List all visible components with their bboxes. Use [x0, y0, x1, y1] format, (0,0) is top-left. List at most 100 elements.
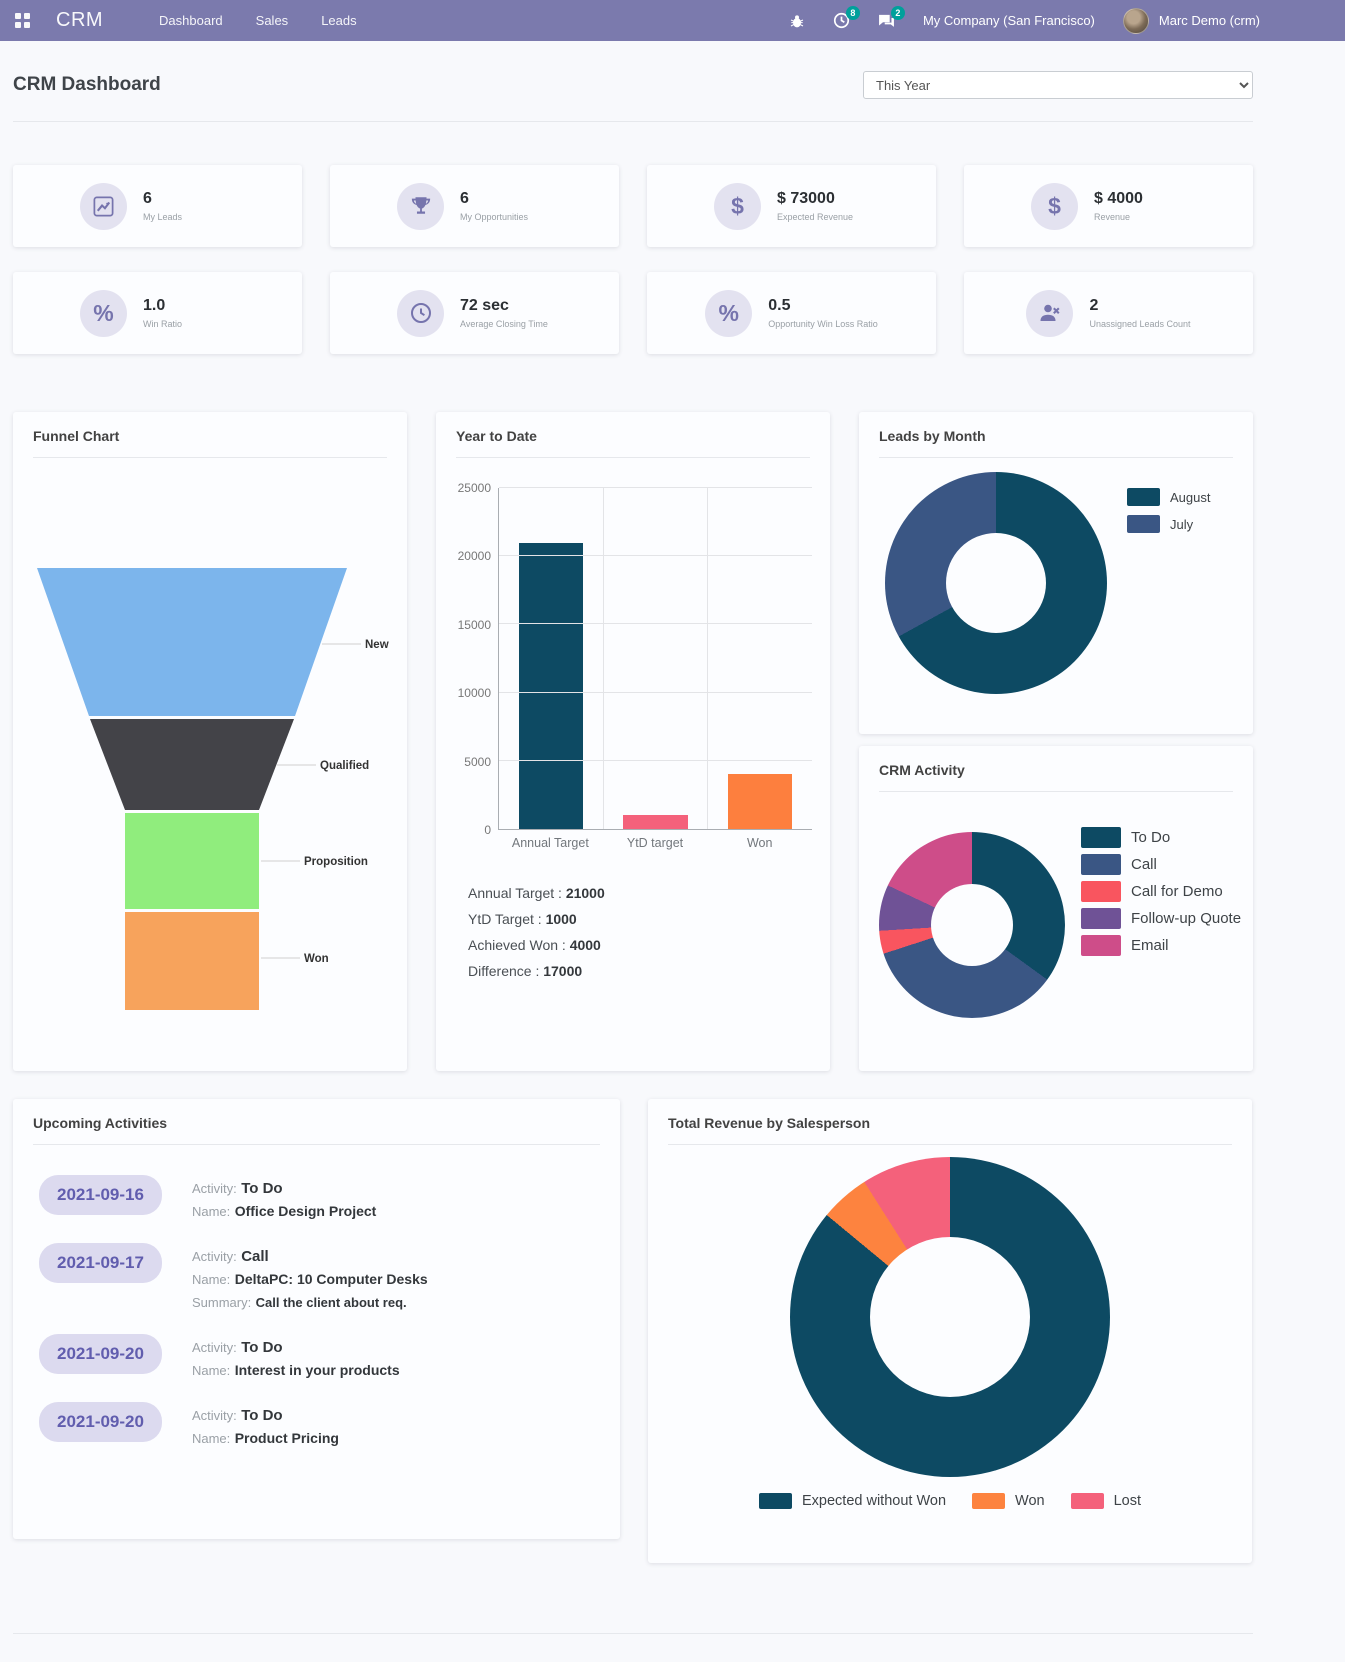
- activity-name: Office Design Project: [234, 1203, 377, 1219]
- kpi-label: Revenue: [1094, 212, 1131, 222]
- name-key: Name:: [191, 1272, 231, 1287]
- leads-by-month-donut[interactable]: [885, 472, 1107, 694]
- kpi-card-win-ratio[interactable]: % 1.0 Win Ratio: [13, 272, 302, 354]
- nav-menu-dashboard[interactable]: Dashboard: [159, 13, 223, 28]
- kpi-card-my-opportunities[interactable]: 6 My Opportunities: [330, 165, 619, 247]
- funnel-segment-won[interactable]: [125, 912, 259, 1010]
- kpi-value: 1.0: [143, 297, 166, 314]
- y-tick-label: 25000: [457, 481, 491, 495]
- page-title: CRM Dashboard: [13, 74, 161, 95]
- summary-value: 4000: [569, 937, 601, 953]
- activity-row[interactable]: 2021-09-16 Activity: To Do Name: Office …: [39, 1175, 596, 1223]
- revenue-donut[interactable]: [790, 1157, 1110, 1477]
- bar-ytd-target[interactable]: [623, 815, 688, 829]
- top-navbar: CRM Dashboard Sales Leads 8 2 My Company (…: [0, 0, 1345, 41]
- messages-icon[interactable]: 2: [878, 6, 905, 29]
- summary-label: Difference :: [468, 963, 540, 979]
- legend-item-august[interactable]: August: [1127, 488, 1210, 506]
- nav-menu-sales[interactable]: Sales: [255, 13, 289, 28]
- activity-row[interactable]: 2021-09-17 Activity: Call Name: DeltaPC:…: [39, 1243, 596, 1314]
- legend-item-email[interactable]: Email: [1081, 935, 1241, 956]
- user-menu[interactable]: Marc Demo (crm): [1158, 13, 1260, 28]
- app-brand[interactable]: CRM: [56, 9, 104, 31]
- legend-swatch: [972, 1493, 1006, 1509]
- kpi-card-unassigned-leads-count[interactable]: 2 Unassigned Leads Count: [964, 272, 1253, 354]
- funnel-segment-new[interactable]: [37, 568, 347, 716]
- activity-type: Call: [241, 1248, 269, 1265]
- funnel-label-won: Won: [304, 953, 329, 965]
- funnel-segment-qualified[interactable]: [90, 719, 294, 810]
- ytd-summary-line: Achieved Won : 4000: [468, 932, 830, 958]
- kpi-card-expected-revenue[interactable]: $ $ 73000 Expected Revenue: [647, 165, 936, 247]
- clock-icon: [397, 289, 444, 337]
- kpi-value: 6: [460, 190, 469, 207]
- x-axis-label: Won: [746, 836, 773, 850]
- card-divider: [33, 457, 387, 458]
- activity-key: Activity:: [191, 1181, 237, 1196]
- activity-row[interactable]: 2021-09-20 Activity: To Do Name: Product…: [39, 1402, 596, 1450]
- legend-item-won[interactable]: Won: [972, 1493, 1045, 1509]
- legend-item-to-do[interactable]: To Do: [1081, 827, 1241, 848]
- user-avatar[interactable]: [1122, 7, 1149, 34]
- activities-clock-icon[interactable]: 8: [833, 6, 860, 29]
- x-axis: Annual Target YtD target Won: [498, 836, 812, 850]
- legend-label: Call for Demo: [1131, 883, 1223, 900]
- summary-key: Summary:: [191, 1295, 252, 1310]
- y-tick-label: 10000: [457, 686, 491, 701]
- kpi-card-revenue[interactable]: $ $ 4000 Revenue: [964, 165, 1253, 247]
- activities-list: 2021-09-16 Activity: To Do Name: Office …: [13, 1145, 620, 1450]
- activity-key: Activity:: [191, 1408, 237, 1423]
- activity-date-badge: 2021-09-16: [39, 1175, 162, 1215]
- nav-menu-leads[interactable]: Leads: [321, 13, 357, 28]
- legend-item-call-for-demo[interactable]: Call for Demo: [1081, 881, 1241, 902]
- activity-summary: Call the client about req.: [255, 1295, 407, 1310]
- kpi-label: Win Ratio: [143, 319, 183, 329]
- y-tick-label: 5000: [464, 754, 491, 769]
- kpi-label: My Opportunities: [460, 212, 529, 222]
- kpi-label: My Leads: [143, 212, 183, 222]
- funnel-chart[interactable]: New Qualified Proposition Won: [25, 500, 395, 1020]
- legend-item-call[interactable]: Call: [1081, 854, 1241, 875]
- card-divider: [879, 791, 1233, 792]
- kpi-card-my-leads[interactable]: 6 My Leads: [13, 165, 302, 247]
- summary-value: 1000: [545, 911, 577, 927]
- legend-item-expected-without-won[interactable]: Expected without Won: [759, 1493, 946, 1509]
- y-gridline: [499, 623, 812, 625]
- kpi-label: Unassigned Leads Count: [1089, 319, 1191, 329]
- crm-activity-donut[interactable]: [879, 832, 1065, 1018]
- kpi-value: 2: [1089, 297, 1099, 314]
- line-chart-icon: [80, 182, 127, 230]
- upcoming-title: Upcoming Activities: [33, 1115, 168, 1131]
- activity-name: Product Pricing: [234, 1430, 339, 1446]
- legend-swatch: [1081, 935, 1121, 956]
- percent-icon: %: [705, 289, 753, 337]
- activity-name: Interest in your products: [234, 1362, 400, 1378]
- donut-hole: [870, 1237, 1030, 1397]
- debug-bug-icon[interactable]: [789, 13, 805, 29]
- legend-item-lost[interactable]: Lost: [1070, 1493, 1141, 1509]
- legend-label: Follow-up Quote: [1131, 910, 1242, 927]
- summary-value: 21000: [565, 885, 605, 901]
- company-switcher[interactable]: My Company (San Francisco): [922, 13, 1095, 28]
- y-tick-label: 20000: [457, 549, 491, 564]
- legend-swatch: [1127, 515, 1160, 533]
- upcoming-activities-card: Upcoming Activities 2021-09-16 Activity:…: [13, 1099, 620, 1539]
- bar-won[interactable]: [728, 774, 793, 829]
- kpi-card-opportunity-win-loss-ratio[interactable]: % 0.5 Opportunity Win Loss Ratio: [647, 272, 936, 354]
- messages-count-badge: 2: [890, 6, 905, 20]
- apps-menu-icon[interactable]: [15, 13, 30, 28]
- name-key: Name:: [191, 1204, 231, 1219]
- funnel-segment-proposition[interactable]: [125, 813, 259, 909]
- activity-row[interactable]: 2021-09-20 Activity: To Do Name: Interes…: [39, 1334, 596, 1382]
- activity-chart-title: CRM Activity: [879, 762, 965, 778]
- legend-swatch: [1081, 827, 1121, 848]
- activity-name: DeltaPC: 10 Computer Desks: [234, 1271, 428, 1287]
- bar-annual-target[interactable]: [518, 542, 583, 829]
- activity-type: To Do: [241, 1339, 283, 1356]
- period-filter-select[interactable]: This Year: [863, 71, 1253, 99]
- legend-item-follow-up-quote[interactable]: Follow-up Quote: [1081, 908, 1241, 929]
- kpi-card-average-closing-time[interactable]: 72 sec Average Closing Time: [330, 272, 619, 354]
- legend-label: Lost: [1113, 1493, 1141, 1509]
- legend-item-july[interactable]: July: [1127, 515, 1210, 533]
- revenue-chart-title: Total Revenue by Salesperson: [668, 1115, 871, 1131]
